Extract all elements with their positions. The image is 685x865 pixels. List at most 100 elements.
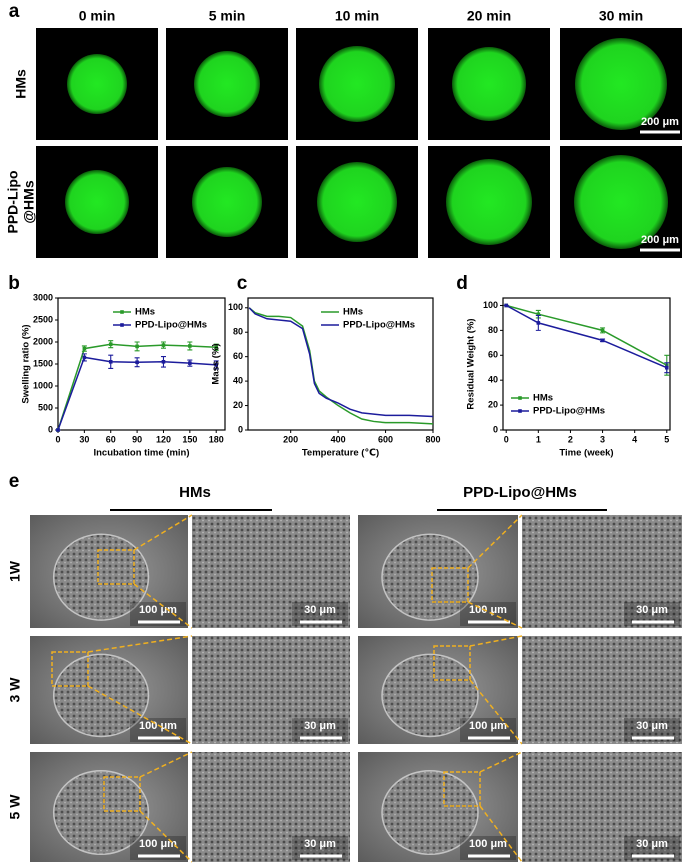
x-axis-label: Time (week) bbox=[559, 448, 613, 459]
legend-marker bbox=[120, 310, 124, 314]
column-header: 30 min bbox=[599, 8, 643, 24]
x-tick-label: 150 bbox=[182, 434, 197, 444]
sem-microsphere bbox=[52, 769, 150, 856]
series-line bbox=[57, 356, 217, 431]
zoom-line bbox=[133, 583, 193, 629]
legend-label: PPD-Lipo@HMs bbox=[343, 320, 415, 331]
x-tick-label: 5 bbox=[664, 434, 669, 444]
y-tick-label: 1500 bbox=[33, 358, 53, 368]
point bbox=[600, 338, 605, 343]
panel-label: b bbox=[8, 273, 20, 294]
point bbox=[161, 343, 166, 347]
microsphere bbox=[575, 38, 667, 130]
scale-bar-label: 30 μm bbox=[636, 838, 668, 850]
scale-bar-label: 200 μm bbox=[641, 116, 679, 128]
y-tick-label: 0 bbox=[238, 424, 243, 434]
zoom-line bbox=[467, 601, 523, 629]
group-header: PPD-Lipo@HMs bbox=[463, 484, 577, 501]
x-tick-label: 30 bbox=[79, 434, 89, 444]
y-tick-label: 0 bbox=[48, 424, 53, 434]
zoom-line bbox=[87, 685, 193, 745]
legend-marker bbox=[518, 396, 522, 400]
x-tick-label: 400 bbox=[331, 434, 346, 444]
legend-marker bbox=[518, 409, 522, 413]
microsphere bbox=[194, 51, 260, 117]
microsphere bbox=[192, 167, 262, 237]
scale-bar-label: 30 μm bbox=[636, 604, 668, 616]
point bbox=[82, 355, 87, 360]
sem-microsphere bbox=[52, 653, 150, 738]
y-tick-label: 100 bbox=[228, 302, 243, 312]
panel-label: a bbox=[9, 1, 20, 22]
microsphere bbox=[319, 46, 395, 122]
scale-bar-label: 30 μm bbox=[636, 720, 668, 732]
y-tick-label: 80 bbox=[233, 327, 243, 337]
y-tick-label: 2000 bbox=[33, 336, 53, 346]
point bbox=[108, 360, 113, 364]
legend-label: PPD-Lipo@HMs bbox=[533, 406, 605, 417]
y-tick-label: 3000 bbox=[33, 292, 53, 302]
x-tick-label: 120 bbox=[156, 434, 171, 444]
sem-zoom bbox=[192, 752, 350, 862]
y-tick-label: 60 bbox=[233, 351, 243, 361]
plot-frame bbox=[247, 297, 434, 431]
series-line bbox=[248, 307, 434, 425]
point bbox=[536, 321, 541, 325]
y-tick-label: 2500 bbox=[33, 314, 53, 324]
y-tick-label: 40 bbox=[488, 375, 498, 385]
scale-bar-label: 100 μm bbox=[469, 720, 507, 732]
row-label: PPD-Lipo bbox=[5, 171, 21, 234]
column-header: 0 min bbox=[79, 8, 116, 24]
zoom-line bbox=[469, 635, 523, 647]
y-tick-label: 500 bbox=[38, 402, 53, 412]
y-tick-label: 60 bbox=[488, 350, 498, 360]
zoom-line bbox=[87, 635, 193, 653]
scale-bar-label: 30 μm bbox=[304, 838, 336, 850]
x-axis-label: Temperature (℃) bbox=[302, 448, 379, 459]
y-tick-label: 20 bbox=[488, 399, 498, 409]
point bbox=[504, 303, 509, 308]
y-tick-label: 20 bbox=[233, 400, 243, 410]
x-tick-label: 4 bbox=[632, 434, 637, 444]
scale-bar-label: 100 μm bbox=[139, 604, 177, 616]
point bbox=[135, 344, 139, 349]
scale-bar-label: 100 μm bbox=[139, 838, 177, 850]
zoom-box bbox=[103, 776, 141, 812]
legend-label: HMs bbox=[343, 307, 363, 318]
sem-zoom bbox=[192, 515, 350, 628]
microsphere bbox=[446, 159, 532, 245]
column-header: 20 min bbox=[467, 8, 511, 24]
row-label: 1W bbox=[7, 560, 23, 582]
y-axis-label: Swelling ratio (%) bbox=[21, 324, 32, 403]
microsphere bbox=[452, 47, 526, 121]
point bbox=[161, 360, 166, 364]
series-line bbox=[248, 307, 434, 418]
x-tick-label: 800 bbox=[425, 434, 440, 444]
row-label: 5 W bbox=[7, 794, 23, 820]
point bbox=[188, 361, 192, 365]
y-tick-label: 100 bbox=[483, 300, 498, 310]
x-tick-label: 1 bbox=[536, 434, 541, 444]
row-label: 3 W bbox=[7, 677, 23, 703]
microsphere bbox=[67, 54, 127, 114]
zoom-box bbox=[433, 645, 471, 681]
zoom-box bbox=[431, 567, 469, 603]
microsphere bbox=[65, 170, 129, 234]
point bbox=[664, 365, 669, 370]
legend-label: HMs bbox=[533, 393, 553, 404]
microsphere bbox=[317, 162, 397, 242]
zoom-line bbox=[467, 514, 523, 569]
point bbox=[600, 328, 605, 333]
x-axis-label: Incubation time (min) bbox=[93, 448, 189, 459]
y-axis-label: Residual Weight (%) bbox=[466, 318, 477, 409]
point bbox=[214, 345, 219, 350]
x-tick-label: 90 bbox=[132, 434, 142, 444]
x-tick-label: 0 bbox=[504, 434, 509, 444]
sem-microsphere bbox=[52, 533, 150, 621]
panel-label: e bbox=[9, 471, 20, 492]
scale-bar-label: 100 μm bbox=[469, 838, 507, 850]
scale-bar-label: 30 μm bbox=[304, 604, 336, 616]
zoom-box bbox=[51, 651, 89, 687]
